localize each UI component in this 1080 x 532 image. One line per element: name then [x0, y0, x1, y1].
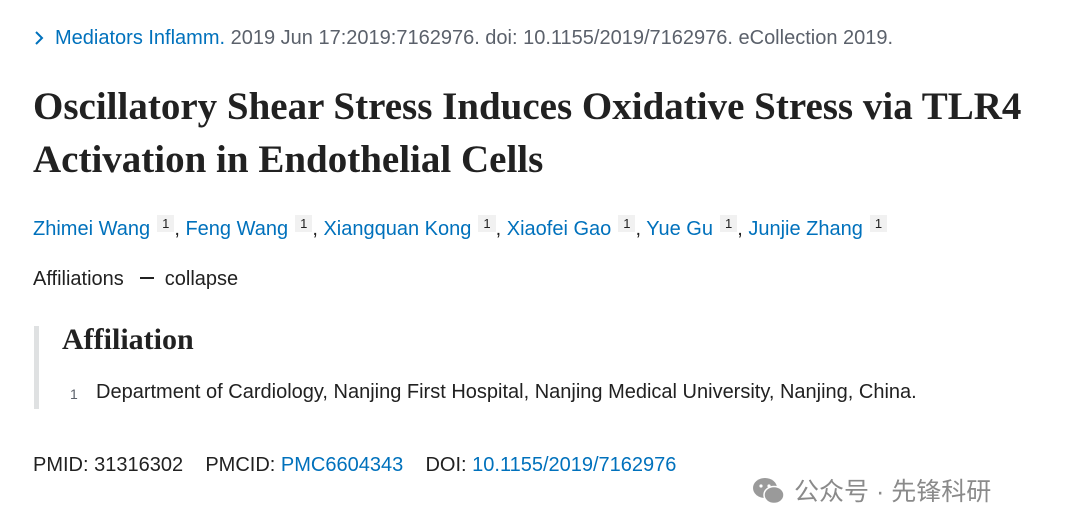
- doi-label: DOI:: [425, 454, 467, 476]
- citation-details: 2019 Jun 17:2019:7162976. doi: 10.1155/2…: [230, 27, 894, 49]
- affiliation-ref[interactable]: 1: [295, 215, 313, 232]
- doi-link[interactable]: 10.1155/2019/7162976: [472, 454, 677, 476]
- section-bar: [34, 326, 39, 409]
- watermark-text: 公众号 · 先锋科研: [794, 478, 992, 506]
- affiliation-ref[interactable]: 1: [719, 215, 738, 232]
- affiliation-ref[interactable]: 1: [478, 215, 496, 232]
- affiliation-number: 1: [70, 386, 78, 402]
- affiliation-heading: Affiliation: [62, 323, 194, 356]
- affiliation-ref[interactable]: 1: [157, 215, 175, 232]
- author-list: Zhimei Wang 1, Feng Wang 1, Xiangquan Kong…: [33, 215, 888, 241]
- pmid: 31316302: [94, 454, 184, 476]
- watermark: 公众号 · 先锋科研: [752, 472, 991, 508]
- affiliation-text: Department of Cardiology, Nanjing First …: [96, 381, 917, 403]
- author-name[interactable]: Zhimei Wang: [33, 218, 151, 240]
- pmcid-label: PMCID:: [205, 454, 276, 476]
- pmid-label: PMID:: [33, 454, 89, 476]
- toggle-action: collapse: [164, 268, 239, 290]
- affiliation-ref[interactable]: 1: [618, 215, 636, 232]
- chevron-icon: [35, 31, 44, 45]
- author-name[interactable]: Yue Gu: [646, 218, 713, 240]
- author-separator: ,: [174, 218, 180, 240]
- citation: Mediators Inflamm. 2019 Jun 17:2019:7162…: [33, 27, 893, 50]
- pmcid-link[interactable]: PMC6604343: [280, 454, 404, 476]
- affiliation-ref[interactable]: 1: [869, 215, 888, 232]
- author-name[interactable]: Xiangquan Kong: [323, 218, 472, 240]
- toggle-label: Affiliations: [33, 268, 124, 290]
- author-name[interactable]: Xiaofei Gao: [506, 218, 612, 240]
- author-separator: ,: [495, 218, 502, 240]
- author-separator: ,: [312, 218, 318, 240]
- author-name[interactable]: Junjie Zhang: [748, 218, 863, 240]
- wechat-icon: [753, 478, 785, 505]
- author-name[interactable]: Feng Wang: [185, 218, 289, 240]
- identifiers: PMID: 31316302 PMCID: PMC6604343 DOI: 10…: [33, 454, 676, 477]
- journal-link[interactable]: Mediators Inflamm.: [55, 27, 226, 49]
- author-separator: ,: [737, 218, 743, 240]
- affiliations-toggle[interactable]: Affiliations collapse: [33, 268, 238, 291]
- article-title: Oscillatory Shear Stress Induces Oxidati…: [33, 85, 1022, 181]
- author-separator: ,: [635, 218, 642, 240]
- collapse-icon: [139, 277, 154, 279]
